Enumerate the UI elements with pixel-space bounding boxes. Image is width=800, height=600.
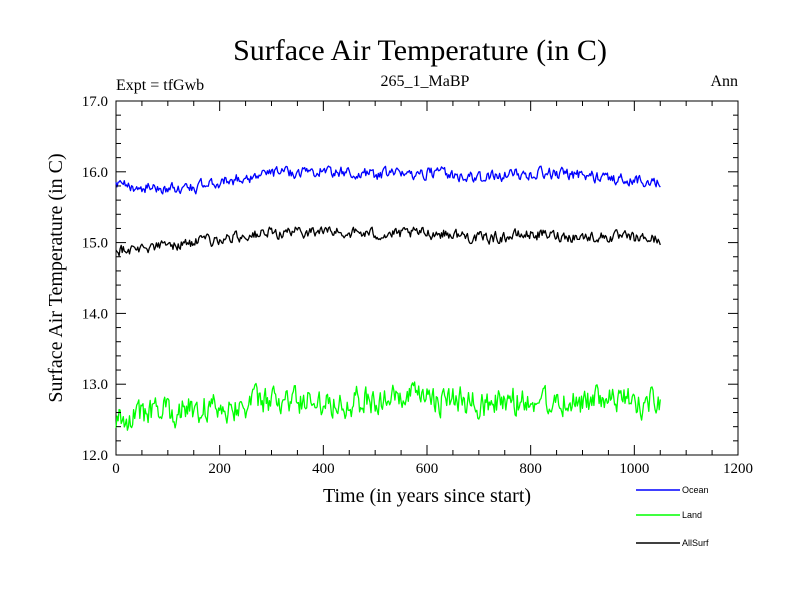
x-tick-label: 1200 <box>723 461 753 477</box>
tick-layer: 0 200 400 600 800 1000 1200 12.0 13.0 14.0 15.0 16.… <box>82 94 753 477</box>
experiment-label: Expt = tfGwb <box>116 77 204 94</box>
series-line-land <box>115 381 661 431</box>
legend-label-ocean: Ocean <box>682 485 709 495</box>
x-tick-label: 600 <box>416 461 439 477</box>
x-tick-label: 400 <box>312 461 335 477</box>
x-axis-label: Time (in years since start) <box>323 485 531 507</box>
y-tick-label: 15.0 <box>82 236 108 252</box>
y-tick-label: 14.0 <box>82 306 108 322</box>
chart-title: Surface Air Temperature (in C) <box>233 34 607 67</box>
legend: Ocean Land AllSurf <box>636 485 709 548</box>
x-tick-label: 800 <box>519 461 542 477</box>
y-tick-label: 17.0 <box>82 94 108 110</box>
series-layer <box>115 165 661 431</box>
y-tick-label: 13.0 <box>82 377 108 393</box>
y-tick-label: 12.0 <box>82 448 108 464</box>
y-axis-label: Surface Air Temperature (in C) <box>45 153 67 402</box>
legend-label-land: Land <box>682 510 702 520</box>
y-tick-label: 16.0 <box>82 165 108 181</box>
series-line-allsurf <box>115 226 661 257</box>
chart-subtitle: 265_1_MaBP <box>381 73 470 90</box>
period-label: Ann <box>710 73 738 90</box>
x-tick-label: 0 <box>112 461 120 477</box>
legend-label-allsurf: AllSurf <box>682 538 709 548</box>
x-tick-label: 200 <box>208 461 231 477</box>
series-line-ocean <box>115 165 661 195</box>
x-tick-label: 1000 <box>619 461 649 477</box>
